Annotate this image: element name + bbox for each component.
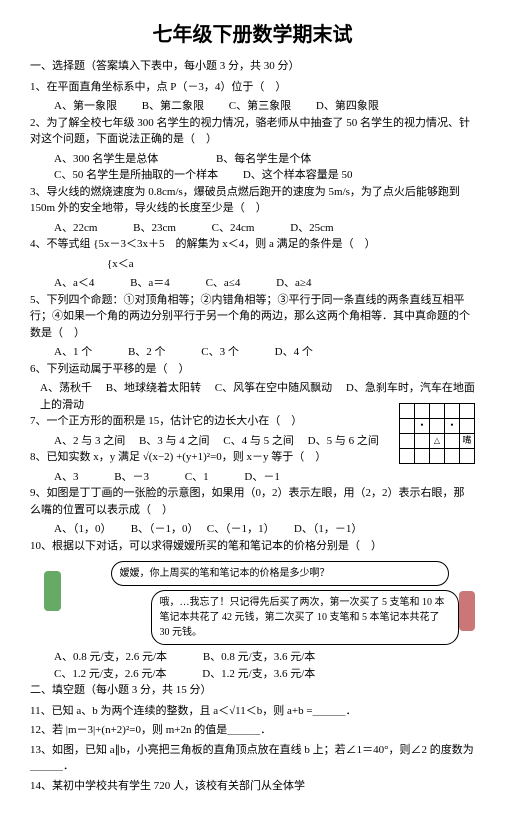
- q9-opt-b: B、（－1，0）: [131, 523, 193, 535]
- q4-opt-a: A、a＜4: [54, 277, 94, 289]
- q1-opt-c: C、第三象限: [229, 100, 291, 112]
- q2-opt-c: C、50 名学生是所抽取的一个样本: [54, 169, 218, 181]
- q3-opt-b: B、23cm: [133, 222, 176, 234]
- q5-opt-d: D、4 个: [275, 346, 313, 358]
- q9-opt-c: C、（－1，1）: [207, 523, 269, 535]
- girl-icon: [459, 591, 476, 631]
- q4-opt-c: C、a≤4: [206, 277, 241, 289]
- q7-opt-a: A、2 与 3 之间: [54, 435, 125, 447]
- q5-opt-c: C、3 个: [201, 346, 239, 358]
- q2-opt-a: A、300 名学生是总体: [54, 153, 158, 165]
- q9-opt-d: D、（1，－1）: [294, 523, 362, 535]
- q6-opt-c: C、风筝在空中随风飘动: [215, 382, 332, 394]
- speech-bubble-2: 哦，…我忘了！只记得先后买了两次，第一次买了 5 支笔和 10 本笔记本共花了 …: [151, 590, 459, 645]
- q9-opt-a: A、（1，0）: [54, 523, 106, 535]
- q4-opt-b: B、a＝4: [130, 277, 170, 289]
- question-4-sub: {x＜a: [30, 256, 475, 273]
- question-11: 11、已知 a、b 为两个连续的整数，且 a＜√11＜b，则 a+b =＿＿＿．: [30, 703, 475, 720]
- question-2: 2、为了解全校七年级 300 名学生的视力情况，骆老师从中抽查了 50 名学生的…: [30, 115, 475, 148]
- q1-opt-a: A、第一象限: [54, 100, 117, 112]
- question-13: 13、如图，已知 a∥b，小亮把三角板的直角顶点放在直线 b 上；若∠1＝40°…: [30, 742, 475, 775]
- q3-opt-d: D、25cm: [290, 222, 333, 234]
- q6-opt-b: B、地球绕着太阳转: [106, 382, 201, 394]
- q7-opt-d: D、5 与 6 之间: [308, 435, 379, 447]
- q8-opt-a: A、3: [54, 471, 78, 483]
- q10-opt-c: C、1.2 元/支，2.6 元/本: [54, 668, 166, 680]
- question-1: 1、在平面直角坐标系中，点 P（－3，4）位于（ ）: [30, 79, 475, 96]
- q1-opt-d: D、第四象限: [316, 100, 379, 112]
- q3-opt-c: C、24cm: [212, 222, 255, 234]
- section-2-header: 二、填空题（每小题 3 分，共 15 分）: [30, 682, 475, 699]
- question-9: 9、如图是丁丁画的一张脸的示意图，如果用（0，2）表示左眼，用（2，2）表示右眼…: [30, 485, 475, 518]
- page-title: 七年级下册数学期末试: [30, 20, 475, 50]
- q2-opt-b: B、每名学生是个体: [216, 153, 311, 165]
- q2-opt-d: D、这个样本容量是 50: [243, 169, 353, 181]
- q5-opt-a: A、1 个: [54, 346, 92, 358]
- q10-opt-d: D、1.2 元/支，3.6 元/本: [202, 668, 315, 680]
- question-12: 12、若 |m－3|+(n+2)²=0，则 m+2n 的值是＿＿＿．: [30, 722, 475, 739]
- q10-opt-b: B、0.8 元/支，3.6 元/本: [203, 651, 315, 663]
- question-4: 4、不等式组 {5x－3＜3x＋5 的解集为 x＜4，则 a 满足的条件是（ ）: [30, 236, 475, 253]
- question-6: 6、下列运动属于平移的是（ ）: [30, 361, 475, 378]
- section-1-header: 一、选择题（答案填入下表中，每小题 3 分，共 30 分）: [30, 58, 475, 75]
- question-14: 14、某初中学校共有学生 720 人，该校有关部门从全体学: [30, 778, 475, 795]
- q7-opt-b: B、3 与 4 之间: [139, 435, 210, 447]
- question-10: 10、根据以下对话，可以求得嫒嫒所买的笔和笔记本的价格分别是（ ）: [30, 538, 475, 555]
- question-3: 3、导火线的燃烧速度为 0.8cm/s，爆破员点燃后跑开的速度为 5m/s，为了…: [30, 184, 475, 217]
- q3-opt-a: A、22cm: [54, 222, 97, 234]
- face-grid-figure: •• △嘴: [399, 403, 475, 464]
- q1-opt-b: B、第二象限: [142, 100, 204, 112]
- boy-icon: [44, 571, 61, 611]
- q10-opt-a: A、0.8 元/支，2.6 元/本: [54, 651, 167, 663]
- question-5: 5、下列四个命题：①对顶角相等；②内错角相等；③平行于同一条直线的两条直线互相平…: [30, 292, 475, 342]
- speech-bubble-1: 嫒嫒，你上周买的笔和笔记本的价格是多少啊？: [111, 561, 449, 586]
- q7-opt-c: C、4 与 5 之间: [223, 435, 294, 447]
- q6-opt-a: A、荡秋千: [40, 382, 92, 394]
- q8-opt-b: B、－3: [114, 471, 149, 483]
- q4-opt-d: D、a≥4: [276, 277, 311, 289]
- q8-opt-c: C、1: [185, 471, 209, 483]
- q8-opt-d: D、－1: [244, 471, 279, 483]
- mouth-label: 嘴: [460, 434, 475, 449]
- q5-opt-b: B、2 个: [128, 346, 166, 358]
